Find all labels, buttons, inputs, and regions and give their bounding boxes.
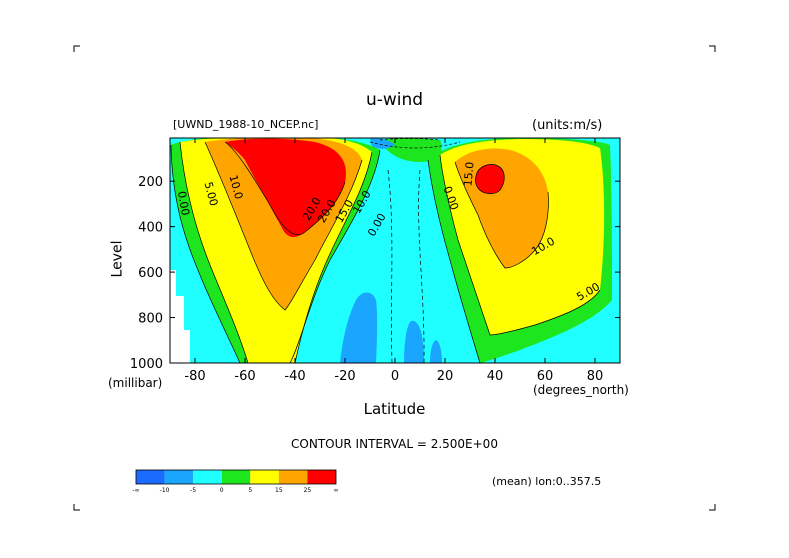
contour-line-negative (418, 169, 425, 363)
contour-line (439, 154, 601, 336)
contour-label: 5.00 (201, 180, 220, 207)
y-tick-label: 600 (138, 266, 163, 281)
contour-label: 15.0 (461, 161, 476, 187)
x-tick-label: 60 (537, 369, 554, 384)
colorbar-swatch (193, 470, 222, 484)
northern-jet-red (475, 164, 505, 194)
x-tick-label: 0 (391, 369, 399, 384)
units-label: (units:m/s) (532, 118, 603, 133)
contour-line (289, 149, 381, 363)
mean-footer: (mean) lon:0..357.5 (492, 475, 602, 488)
colorbar-swatch (221, 470, 251, 484)
x-tick-label: 20 (437, 369, 454, 384)
y-tick-label: 800 (138, 312, 163, 327)
x-tick-label: -80 (184, 369, 205, 384)
y-tick-label: 1000 (130, 357, 163, 372)
colorbar: -∞ -10 -5 0 5 15 25 ∞ (132, 469, 339, 494)
contour-line (294, 151, 373, 363)
colorbar-label: -10 (160, 487, 170, 494)
y-axis-units: (millibar) (108, 376, 163, 390)
corner-mark-top-right (709, 45, 716, 52)
contour-line-negative (369, 141, 461, 149)
x-tick-label: -40 (284, 369, 305, 384)
southern-jet-red (225, 138, 346, 238)
contour-line (179, 141, 249, 363)
y-tick-label: 400 (138, 221, 163, 236)
contour-fill (170, 138, 620, 363)
contour-line (224, 141, 346, 236)
colorbar-swatch (278, 470, 308, 484)
colorbar-label: 25 (304, 487, 312, 494)
contour-line (427, 159, 481, 363)
x-tick-label: 80 (587, 369, 604, 384)
corner-mark-bottom-right (709, 504, 716, 511)
easterly-zone-equator (404, 320, 424, 363)
colorbar-swatch (164, 470, 194, 484)
colorbar-label: ∞ (334, 487, 339, 494)
colorbar-label: -5 (190, 487, 196, 494)
contour-line (204, 141, 363, 311)
x-axis-label: Latitude (363, 400, 426, 418)
x-axis-units: (degrees_north) (533, 383, 629, 397)
contour-line (454, 161, 549, 269)
chart-title: u-wind (365, 90, 424, 110)
stratospheric-easterly-patch (370, 138, 395, 149)
colorbar-label: -∞ (132, 487, 139, 494)
colorbar-label: 0 (220, 487, 224, 494)
colorbar-label: 15 (275, 487, 283, 494)
contour-line-negative (387, 169, 393, 363)
colorbar-frame (135, 469, 337, 485)
terrain-mask (170, 270, 190, 363)
corner-mark-top-left (73, 45, 80, 52)
x-tick-label: -20 (334, 369, 355, 384)
axes: -80 -60 -40 -20 0 20 40 60 80 200 400 600 800 1000 (130, 138, 620, 384)
colorbar-label: 5 (248, 487, 252, 494)
colorbar-swatch (250, 470, 279, 484)
x-tick-label: 40 (487, 369, 504, 384)
contour-label: 10.0 (226, 174, 245, 201)
contour-label: 0.00 (175, 190, 192, 216)
contour-line (475, 164, 505, 194)
easterly-zone-north (430, 340, 442, 363)
dataset-label: [UWND_1988-10_NCEP.nc] (173, 118, 319, 131)
x-tick-label: -60 (234, 369, 255, 384)
contour-line (170, 144, 241, 363)
y-tick-label: 200 (138, 175, 163, 190)
stratospheric-green-patch (380, 138, 442, 162)
colorbar-swatch (307, 470, 336, 484)
colorbar-swatch (136, 470, 165, 484)
contour-interval-label: CONTOUR INTERVAL = 2.500E+00 (291, 437, 498, 451)
corner-mark-bottom-left (73, 504, 80, 511)
corner-marks (73, 45, 716, 511)
contour-lines (170, 138, 601, 363)
easterly-zone-south (340, 292, 378, 363)
